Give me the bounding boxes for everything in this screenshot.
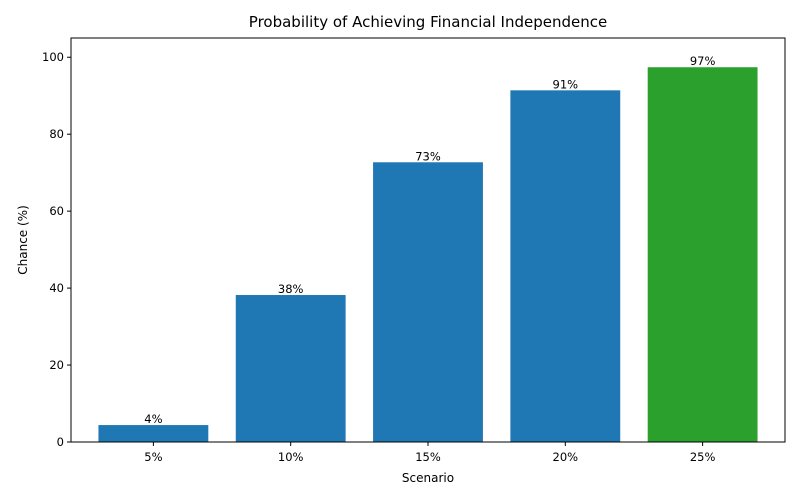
bar-5% [98, 425, 209, 442]
x-axis: 5% 10% 15% 20% 25% [144, 442, 715, 464]
chart-title: Probability of Achieving Financial Indep… [249, 13, 607, 31]
bars-group [98, 67, 758, 443]
x-axis-label: Scenario [402, 471, 454, 485]
data-label-5%: 4% [144, 412, 162, 426]
y-tick-label-20: 20 [49, 358, 64, 372]
y-tick-label-60: 60 [49, 204, 64, 218]
x-tick-label-5%: 5% [144, 450, 162, 464]
bar-15% [373, 162, 483, 443]
y-axis: 0 20 40 60 80 100 [42, 50, 71, 449]
bar-20% [510, 90, 621, 442]
x-tick-label-15%: 15% [415, 450, 441, 464]
bar-25% [647, 67, 758, 442]
y-tick-label-100: 100 [42, 50, 64, 64]
data-label-15%: 73% [415, 149, 441, 163]
x-tick-label-20%: 20% [553, 450, 579, 464]
data-label-20%: 91% [553, 77, 579, 91]
data-label-25%: 97% [690, 54, 716, 68]
x-tick-label-10%: 10% [278, 450, 304, 464]
bar-10% [235, 295, 346, 442]
data-labels-group: 4% 38% 73% 91% 97% [144, 54, 715, 426]
y-tick-label-0: 0 [57, 435, 64, 449]
y-tick-label-40: 40 [49, 281, 64, 295]
data-label-10%: 38% [278, 282, 304, 296]
y-axis-label: Chance (%) [16, 205, 30, 275]
plot-frame [70, 37, 786, 443]
x-tick-label-25%: 25% [690, 450, 716, 464]
y-tick-label-80: 80 [49, 127, 64, 141]
